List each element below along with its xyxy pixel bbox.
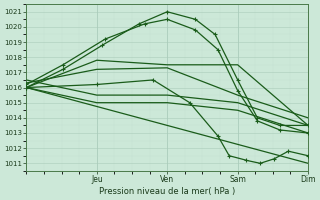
X-axis label: Pression niveau de la mer( hPa ): Pression niveau de la mer( hPa ) (99, 187, 235, 196)
